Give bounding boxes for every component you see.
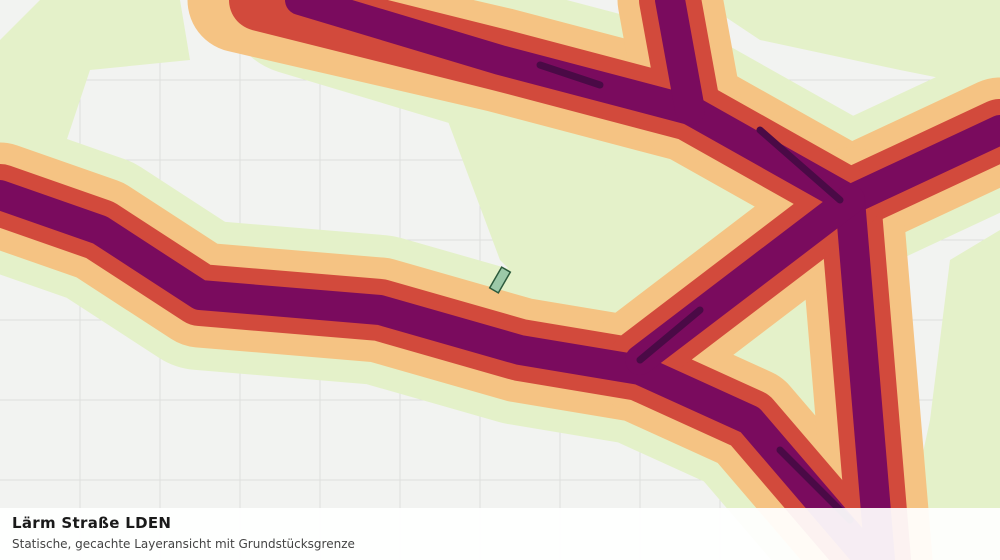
caption-title: Lärm Straße LDEN (12, 514, 172, 532)
caption-subtitle: Statische, gecachte Layeransicht mit Gru… (12, 537, 355, 551)
caption-bar: Lärm Straße LDEN Statische, gecachte Lay… (0, 508, 1000, 560)
parcel-boundary[interactable] (488, 266, 512, 294)
